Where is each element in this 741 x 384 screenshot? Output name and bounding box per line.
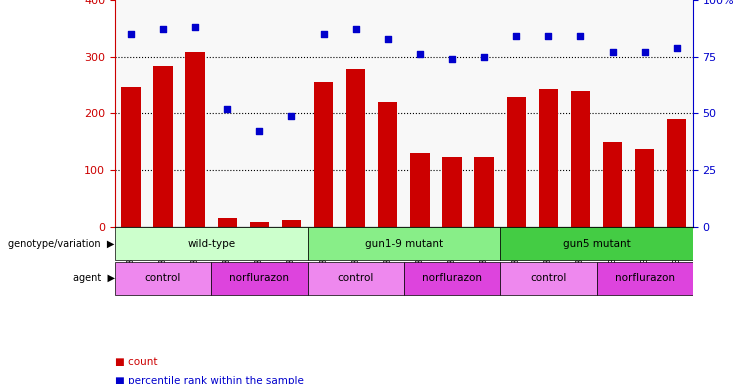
Point bbox=[671, 45, 682, 51]
Text: control: control bbox=[530, 273, 567, 283]
Bar bbox=[185, 52, 205, 227]
Text: control: control bbox=[144, 273, 182, 283]
Point bbox=[511, 33, 522, 39]
Text: ■ count: ■ count bbox=[115, 357, 157, 367]
Point bbox=[253, 128, 265, 134]
Bar bbox=[635, 149, 654, 227]
Bar bbox=[539, 89, 558, 227]
Bar bbox=[346, 69, 365, 227]
Bar bbox=[314, 82, 333, 227]
Point bbox=[350, 26, 362, 33]
Point bbox=[285, 113, 297, 119]
Point bbox=[574, 33, 586, 39]
Bar bbox=[603, 142, 622, 227]
Bar bbox=[571, 91, 590, 227]
Bar bbox=[411, 153, 430, 227]
Bar bbox=[378, 102, 397, 227]
Bar bbox=[153, 66, 173, 227]
Bar bbox=[507, 98, 526, 227]
Point bbox=[542, 33, 554, 39]
Bar bbox=[122, 87, 141, 227]
Text: control: control bbox=[337, 273, 374, 283]
Point bbox=[414, 51, 426, 58]
Bar bbox=[474, 157, 494, 227]
Point bbox=[222, 106, 233, 112]
Bar bbox=[597, 262, 693, 295]
Point bbox=[478, 53, 490, 60]
Point bbox=[189, 24, 201, 30]
Point bbox=[157, 26, 169, 33]
Bar bbox=[211, 262, 308, 295]
Bar bbox=[308, 262, 404, 295]
Bar bbox=[500, 262, 597, 295]
Point bbox=[446, 56, 458, 62]
Point bbox=[125, 31, 137, 37]
Text: genotype/variation  ▶: genotype/variation ▶ bbox=[8, 239, 115, 249]
Bar bbox=[115, 262, 211, 295]
Bar bbox=[282, 220, 301, 227]
Text: norflurazon: norflurazon bbox=[615, 273, 674, 283]
Bar bbox=[404, 262, 500, 295]
Bar bbox=[667, 119, 686, 227]
Point bbox=[607, 49, 619, 55]
Bar bbox=[115, 227, 308, 260]
Text: norflurazon: norflurazon bbox=[230, 273, 289, 283]
Text: gun5 mutant: gun5 mutant bbox=[562, 239, 631, 249]
Text: norflurazon: norflurazon bbox=[422, 273, 482, 283]
Text: ■ percentile rank within the sample: ■ percentile rank within the sample bbox=[115, 376, 304, 384]
Bar bbox=[218, 218, 237, 227]
Point bbox=[382, 35, 393, 41]
Bar bbox=[500, 227, 693, 260]
Text: wild-type: wild-type bbox=[187, 239, 235, 249]
Bar bbox=[250, 222, 269, 227]
Bar bbox=[442, 157, 462, 227]
Bar bbox=[308, 227, 500, 260]
Point bbox=[318, 31, 330, 37]
Text: agent  ▶: agent ▶ bbox=[73, 273, 115, 283]
Text: gun1-9 mutant: gun1-9 mutant bbox=[365, 239, 443, 249]
Point bbox=[639, 49, 651, 55]
